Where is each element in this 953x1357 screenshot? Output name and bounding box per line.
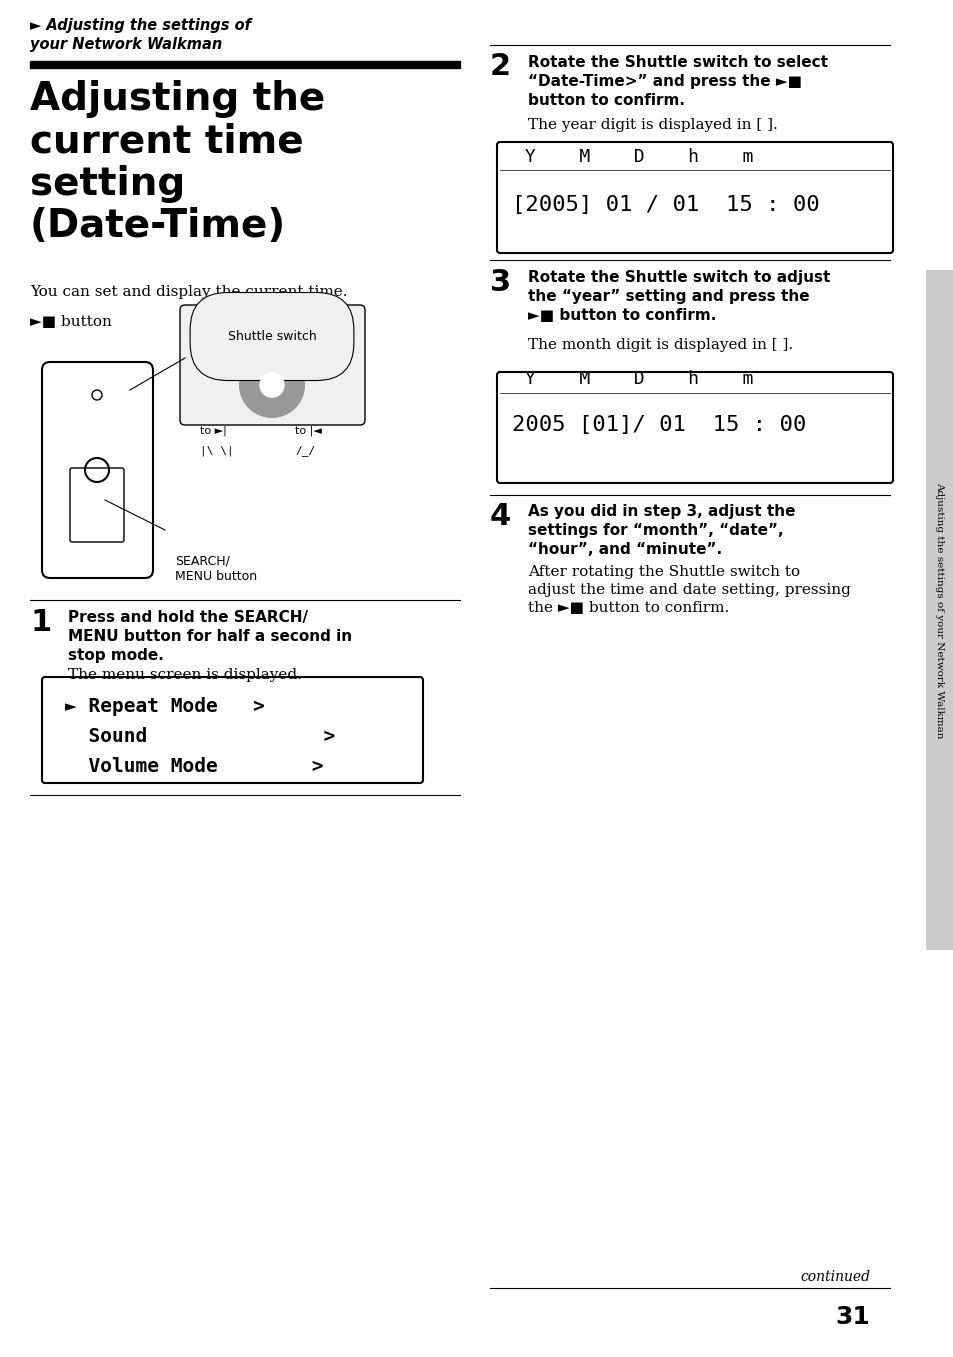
Text: 4: 4 bbox=[490, 502, 511, 531]
FancyBboxPatch shape bbox=[180, 305, 365, 425]
Text: The year digit is displayed in [ ].: The year digit is displayed in [ ]. bbox=[527, 118, 777, 132]
FancyBboxPatch shape bbox=[497, 372, 892, 483]
Text: As you did in step 3, adjust the
settings for “month”, “date”,
“hour”, and “minu: As you did in step 3, adjust the setting… bbox=[527, 503, 795, 558]
Text: Rotate the Shuttle switch to adjust
the “year” setting and press the
►■ button t: Rotate the Shuttle switch to adjust the … bbox=[527, 270, 829, 323]
Text: Adjusting the settings of your Network Walkman: Adjusting the settings of your Network W… bbox=[935, 482, 943, 738]
Text: The menu screen is displayed.: The menu screen is displayed. bbox=[68, 668, 301, 683]
Bar bbox=[30, 61, 459, 68]
Text: Y    M    D    h    m: Y M D h m bbox=[524, 370, 753, 388]
FancyBboxPatch shape bbox=[42, 362, 152, 578]
Text: 2005 [01]/ 01  15 : 00: 2005 [01]/ 01 15 : 00 bbox=[512, 415, 805, 436]
FancyBboxPatch shape bbox=[42, 677, 422, 783]
FancyBboxPatch shape bbox=[925, 270, 953, 950]
Text: /_/: /_/ bbox=[294, 445, 314, 456]
FancyBboxPatch shape bbox=[497, 142, 892, 252]
Text: SEARCH/
MENU button: SEARCH/ MENU button bbox=[174, 555, 257, 584]
Text: continued: continued bbox=[800, 1270, 869, 1284]
Text: Adjusting the
current time
setting
(Date-Time): Adjusting the current time setting (Date… bbox=[30, 80, 325, 246]
Text: Shuttle switch: Shuttle switch bbox=[228, 330, 316, 343]
Text: Y    M    D    h    m: Y M D h m bbox=[524, 148, 753, 166]
Text: Sound               >: Sound > bbox=[65, 727, 335, 746]
Text: to ►|: to ►| bbox=[200, 425, 227, 436]
Text: ► Adjusting the settings of
your Network Walkman: ► Adjusting the settings of your Network… bbox=[30, 18, 251, 52]
Text: You can set and display the current time.: You can set and display the current time… bbox=[30, 285, 347, 299]
Text: Volume Mode        >: Volume Mode > bbox=[65, 757, 323, 776]
Circle shape bbox=[260, 373, 284, 398]
Text: Press and hold the SEARCH/
MENU button for half a second in
stop mode.: Press and hold the SEARCH/ MENU button f… bbox=[68, 611, 352, 664]
Text: Rotate the Shuttle switch to select
“Date-Time>” and press the ►■
button to conf: Rotate the Shuttle switch to select “Dat… bbox=[527, 56, 827, 109]
Text: |\ \|: |\ \| bbox=[200, 445, 233, 456]
FancyBboxPatch shape bbox=[70, 468, 124, 541]
Text: [2005] 01 / 01  15 : 00: [2005] 01 / 01 15 : 00 bbox=[512, 195, 819, 214]
Text: After rotating the Shuttle switch to
adjust the time and date setting, pressing
: After rotating the Shuttle switch to adj… bbox=[527, 565, 850, 615]
Text: 2: 2 bbox=[490, 52, 511, 81]
Circle shape bbox=[240, 353, 304, 417]
Text: to |◄: to |◄ bbox=[294, 425, 321, 436]
Text: ►■ button: ►■ button bbox=[30, 315, 112, 328]
Text: ► Repeat Mode   >: ► Repeat Mode > bbox=[65, 697, 265, 716]
Text: 1: 1 bbox=[30, 608, 51, 636]
Text: 3: 3 bbox=[490, 267, 511, 297]
Text: 31: 31 bbox=[834, 1305, 869, 1329]
Text: The month digit is displayed in [ ].: The month digit is displayed in [ ]. bbox=[527, 338, 792, 351]
